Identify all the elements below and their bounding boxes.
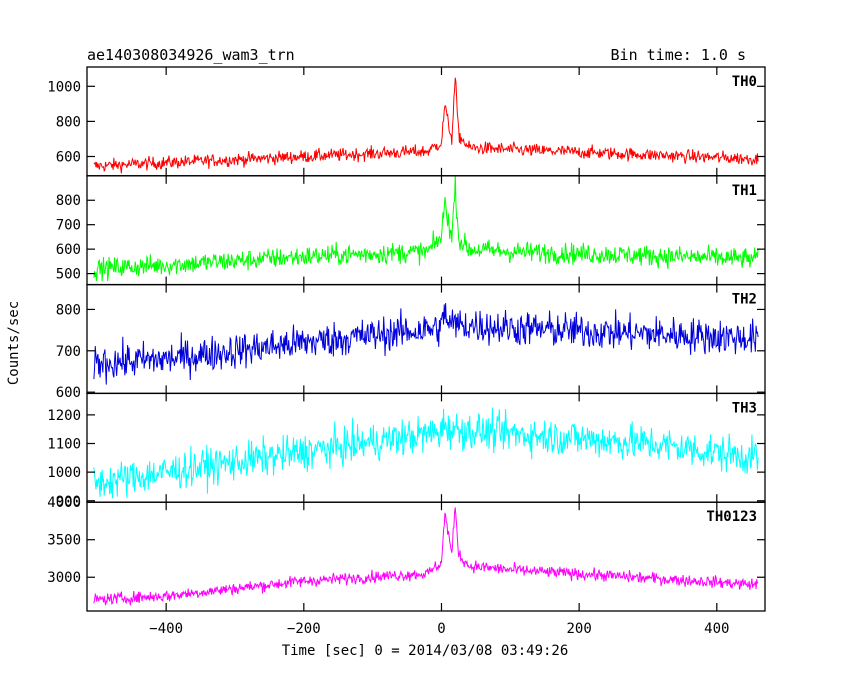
x-tick-label: 200: [567, 621, 592, 637]
series-line-th0: [93, 77, 759, 174]
panel-frame: [86, 283, 766, 395]
y-tick-label: 800: [56, 114, 81, 130]
y-tick-label: 3000: [47, 570, 81, 586]
y-tick-label: 700: [56, 344, 81, 360]
y-tick-label: 1000: [47, 465, 81, 481]
panel-th1: 500 600 700 800 TH1: [56, 175, 766, 286]
x-tick-label: −200: [287, 621, 321, 637]
panel-label-th0123: TH0123: [706, 509, 757, 525]
y-tick-label: 1000: [47, 79, 81, 95]
x-tick-label: −400: [149, 621, 183, 637]
chart-title: ae140308034926_wam3_trn: [87, 46, 295, 64]
panel-label-th0: TH0: [732, 74, 757, 90]
panel-th2: 600 700 800 TH2: [56, 283, 766, 401]
y-tick-label: 800: [56, 302, 81, 318]
series-line-th0123: [93, 507, 759, 606]
panel-th0123: 3000 3500 4000 TH0123: [47, 495, 766, 612]
x-tick-label: 400: [704, 621, 729, 637]
y-tick-label: 800: [56, 193, 81, 209]
y-tick-label: 600: [56, 149, 81, 165]
y-tick-label: 3500: [47, 533, 81, 549]
bin-time-label: Bin time: 1.0 s: [610, 46, 746, 64]
series-line-th2: [93, 303, 759, 385]
panel-frame: [86, 392, 766, 503]
panel-label-th2: TH2: [732, 292, 757, 308]
y-tick-label: 1200: [47, 408, 81, 424]
x-tick-label: 0: [437, 621, 445, 637]
panel-frame: [86, 501, 766, 612]
y-axis-label: Counts/sec: [6, 301, 22, 385]
y-tick-label: 900: [56, 494, 81, 510]
panel-label-th1: TH1: [732, 183, 757, 199]
y-tick-label: 600: [56, 385, 81, 401]
y-tick-label: 600: [56, 242, 81, 258]
series-line-th3: [93, 407, 759, 499]
x-axis-label: Time [sec] 0 = 2014/03/08 03:49:26: [282, 643, 569, 659]
y-tick-label: 700: [56, 218, 81, 234]
panels-group: 600 800 1000 TH0 500 600 700 800 TH1 600 700 800 TH2…: [47, 66, 766, 637]
panel-th0: 600 800 1000 TH0: [47, 66, 766, 177]
y-tick-label: 500: [56, 267, 81, 283]
y-tick-label: 4000: [47, 495, 81, 511]
panel-th3: 900 1000 1100 1200 TH3: [47, 392, 766, 510]
series-line-th1: [93, 175, 759, 282]
y-tick-label: 1100: [47, 437, 81, 453]
panel-label-th3: TH3: [732, 400, 757, 416]
